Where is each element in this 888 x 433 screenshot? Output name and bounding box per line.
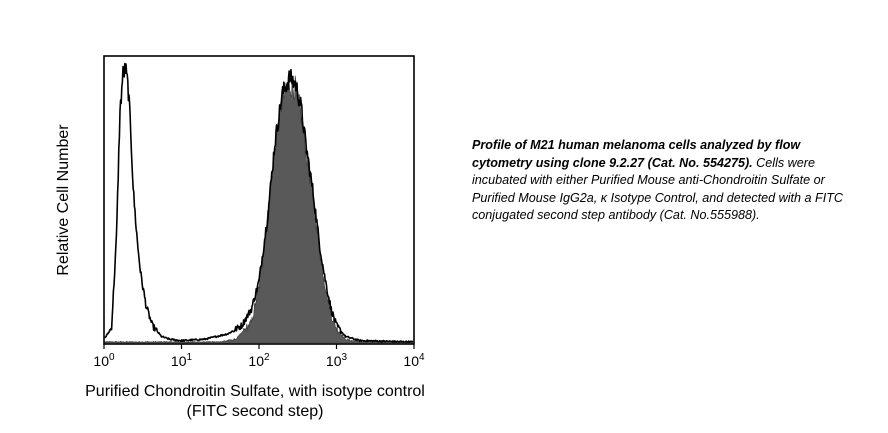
x-tick-label-base: 10: [403, 353, 419, 369]
caption-text: Cells were incubated with either Purifie…: [472, 155, 843, 223]
x-axis-label-line1: Purified Chondroitin Sulfate, with isoty…: [85, 383, 425, 400]
x-tick-label-base: 10: [326, 353, 342, 369]
plot-layer: [104, 62, 414, 344]
x-axis-label-line2: (FITC second step): [187, 403, 324, 420]
x-tick-label-exponent: 0: [109, 352, 115, 363]
x-tick-label-exponent: 2: [264, 352, 270, 363]
x-tick-label-base: 10: [93, 353, 109, 369]
caption-bold: Profile of M21 human melanoma cells anal…: [472, 138, 801, 170]
x-tick-label-exponent: 4: [419, 352, 425, 363]
x-tick-label-base: 10: [171, 353, 187, 369]
x-tick-label: 104: [403, 352, 425, 369]
x-tick-label-exponent: 3: [342, 352, 348, 363]
series-filled-histogram: [104, 75, 414, 344]
x-tick-label-base: 10: [248, 353, 264, 369]
series-outline-histogram: [104, 62, 414, 343]
x-tick-label: 103: [326, 352, 348, 369]
x-axis-ticks: 100 101 102 103 104: [93, 344, 425, 369]
x-tick-label: 100: [93, 352, 115, 369]
x-tick-label-exponent: 1: [187, 352, 193, 363]
x-tick-label: 101: [171, 352, 193, 369]
y-axis-label: Relative Cell Number: [55, 124, 72, 276]
x-tick-label: 102: [248, 352, 270, 369]
figure-caption: Profile of M21 human melanoma cells anal…: [472, 137, 857, 225]
